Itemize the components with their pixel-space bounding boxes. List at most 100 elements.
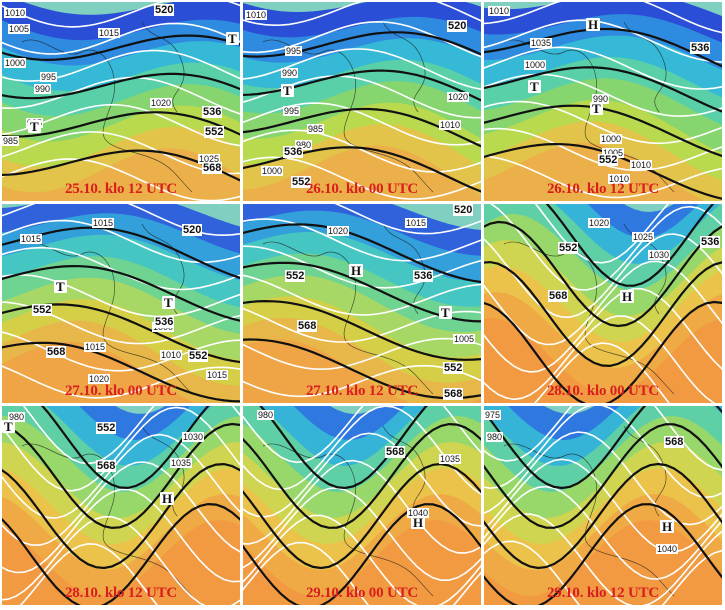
forecast-panel: 980 1035 1040 568 H 29.10. klo 00 UTC [243, 406, 481, 605]
isobar-line [484, 73, 722, 117]
panel-timestamp: 28.10. klo 00 UTC [546, 383, 660, 399]
forecast-panel: 1020 1015 1005 520 552 536 568 552 568 H T 27.10. k… [243, 204, 481, 403]
geopotential-line [484, 503, 722, 605]
low-pressure-marker: T [528, 79, 541, 94]
weather-map [484, 406, 722, 605]
geopotential-line [484, 260, 722, 368]
isobar-label: 1000 [600, 134, 623, 144]
isobar-line [243, 245, 481, 289]
forecast-panel: 1020 1025 1030 552 536 568 H 28.10. klo 00 UTC [484, 204, 722, 403]
isobar-line [2, 204, 240, 237]
geopotential-label: 552 [285, 270, 306, 282]
geopotential-label: 552 [558, 242, 579, 254]
isobar-label: 990 [34, 84, 52, 94]
isobar-label: 1010 [488, 6, 511, 16]
geopotential-label: 552 [598, 154, 619, 166]
isobar-label: 1015 [405, 218, 428, 228]
weather-map [484, 2, 722, 201]
geopotential-line [243, 107, 481, 148]
isobar-line [2, 365, 240, 399]
low-pressure-marker: T [28, 119, 41, 134]
geopotential-line [484, 423, 722, 529]
geopotential-line [484, 462, 722, 570]
isobar-line [22, 406, 240, 465]
panel-timestamp: 29.10. klo 12 UTC [546, 585, 660, 601]
isobar-line [2, 2, 240, 28]
geopotential-line [243, 146, 481, 193]
isobar-line [243, 2, 481, 27]
high-pressure-marker: H [620, 289, 635, 304]
isobar-line [243, 218, 481, 262]
geopotential-line [243, 31, 481, 58]
isobar-label: 1020 [150, 98, 173, 108]
panel-timestamp: 26.10. klo 00 UTC [305, 181, 419, 197]
panel-timestamp: 27.10. klo 12 UTC [305, 383, 419, 399]
geopotential-label: 552 [291, 176, 312, 188]
geopotential-label: 568 [664, 436, 685, 448]
geopotential-line [2, 72, 240, 100]
geopotential-label: 536 [413, 270, 434, 282]
high-pressure-marker: H [411, 515, 426, 530]
isobar-line [484, 260, 722, 346]
geopotential-line [545, 204, 715, 287]
isobar-line [484, 19, 722, 63]
geopotential-line [2, 502, 240, 605]
isobar-label: 1005 [8, 24, 31, 34]
isobar-line [533, 342, 671, 403]
isobar-label: 1010 [245, 10, 268, 20]
isobar-label: 980 [257, 410, 275, 420]
geopotential-line [484, 220, 722, 328]
isobar-line [243, 432, 481, 527]
isobar-label: 1030 [182, 432, 205, 442]
geopotential-label: 568 [96, 460, 117, 472]
isobar-label: 1005 [453, 334, 476, 344]
isobar-label: 1025 [198, 154, 221, 164]
forecast-panel: 1010 995 990 995 985 980 1000 1020 1010 520 536 552… [243, 2, 481, 201]
isobar-label: 1015 [92, 218, 115, 228]
geopotential-label: 568 [46, 346, 67, 358]
isobar-label: 985 [307, 124, 325, 134]
high-pressure-marker: H [349, 263, 364, 278]
isobar-label: 1040 [407, 508, 430, 518]
isobar-line [484, 46, 722, 90]
isobar-label: 1010 [630, 160, 653, 170]
low-pressure-marker: T [226, 31, 239, 46]
isobar-line [243, 514, 481, 605]
isobar-line [334, 204, 481, 235]
low-pressure-marker: T [281, 83, 294, 98]
geopotential-label: 536 [154, 316, 175, 328]
geopotential-label: 520 [182, 224, 203, 236]
isobar-line [490, 204, 722, 291]
geopotential-label: 520 [453, 204, 474, 216]
isobar-line [243, 156, 481, 200]
geopotential-label: 520 [154, 4, 175, 16]
isobar-label: 1020 [447, 92, 470, 102]
isobar-line [243, 406, 481, 464]
isobar-label: 1000 [261, 166, 284, 176]
isobar-line [484, 155, 722, 199]
isobar-label: 1010 [4, 8, 27, 18]
geopotential-label: 552 [204, 126, 225, 138]
geopotential-label: 552 [32, 304, 53, 316]
isobar-line [484, 540, 722, 605]
geopotential-label: 568 [548, 290, 569, 302]
geopotential-line [2, 264, 240, 322]
isobar-label: 1040 [656, 544, 679, 554]
weather-map [2, 2, 240, 201]
isobar-label: 995 [40, 72, 58, 82]
geopotential-label: 568 [385, 446, 406, 458]
high-pressure-marker: H [660, 519, 675, 534]
geopotential-line [2, 341, 240, 403]
isobar-line [484, 513, 722, 605]
isobar-line [19, 542, 159, 605]
isobar-line [2, 406, 240, 492]
isobar-label: 1020 [327, 226, 350, 236]
isobar-label: 1015 [84, 342, 107, 352]
geopotential-line [243, 462, 481, 570]
geopotential-label: 520 [447, 20, 468, 32]
isobar-line [2, 515, 240, 605]
isobar-label: 995 [285, 46, 303, 56]
geopotential-line [259, 406, 428, 490]
panel-timestamp: 28.10. klo 12 UTC [64, 585, 178, 601]
isobar-label: 1035 [530, 38, 553, 48]
